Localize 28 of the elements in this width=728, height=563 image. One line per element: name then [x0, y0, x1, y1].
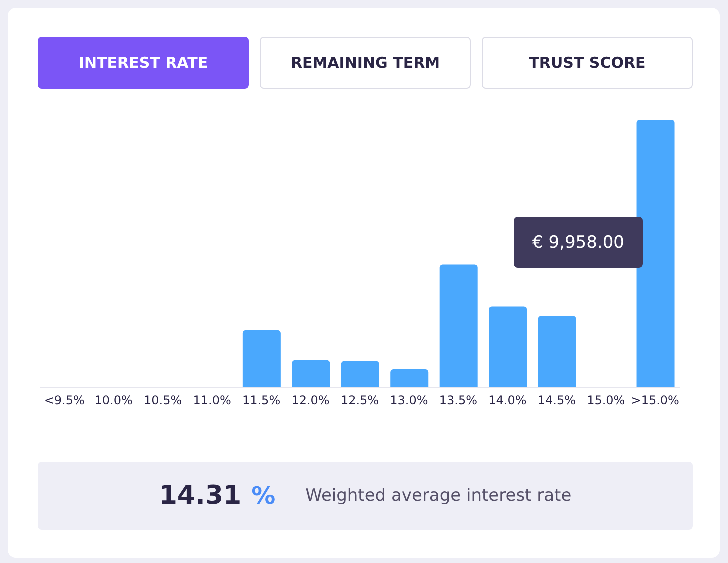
x-tick-label: 13.0% [390, 394, 428, 408]
selected-tab: INTEREST RATE [38, 37, 249, 89]
x-tick-label: 11.5% [242, 394, 281, 408]
x-tick-label: 14.0% [488, 394, 527, 408]
x-tick-label: 14.5% [538, 394, 576, 408]
x-tick-label: 12.5% [340, 394, 380, 408]
tab: TRUST SCORE [482, 37, 693, 89]
x-tick-label: 11.0% [193, 394, 232, 408]
bar [538, 316, 576, 388]
bar [440, 264, 478, 388]
x-tick-label: 13.5% [439, 394, 478, 408]
text: 14.31 [159, 481, 242, 511]
bar [242, 330, 281, 388]
annotation: € 9,958.00 [514, 217, 643, 268]
tab: REMAINING TERM [260, 37, 471, 89]
text: % [252, 482, 276, 510]
bar [489, 306, 528, 388]
x-tick-label: 15.0% [587, 394, 626, 408]
text: Weighted average interest rate [306, 486, 572, 506]
bar [292, 360, 330, 388]
bar [390, 370, 429, 388]
x-tick-label: <9.5% [44, 394, 85, 408]
bar [341, 361, 380, 388]
bar [636, 120, 675, 388]
x-tick-label: >15.0% [631, 394, 680, 408]
x-tick-label: 10.0% [94, 394, 133, 408]
x-tick-label: 12.0% [292, 394, 330, 408]
x-tick-label: 10.5% [144, 394, 182, 408]
